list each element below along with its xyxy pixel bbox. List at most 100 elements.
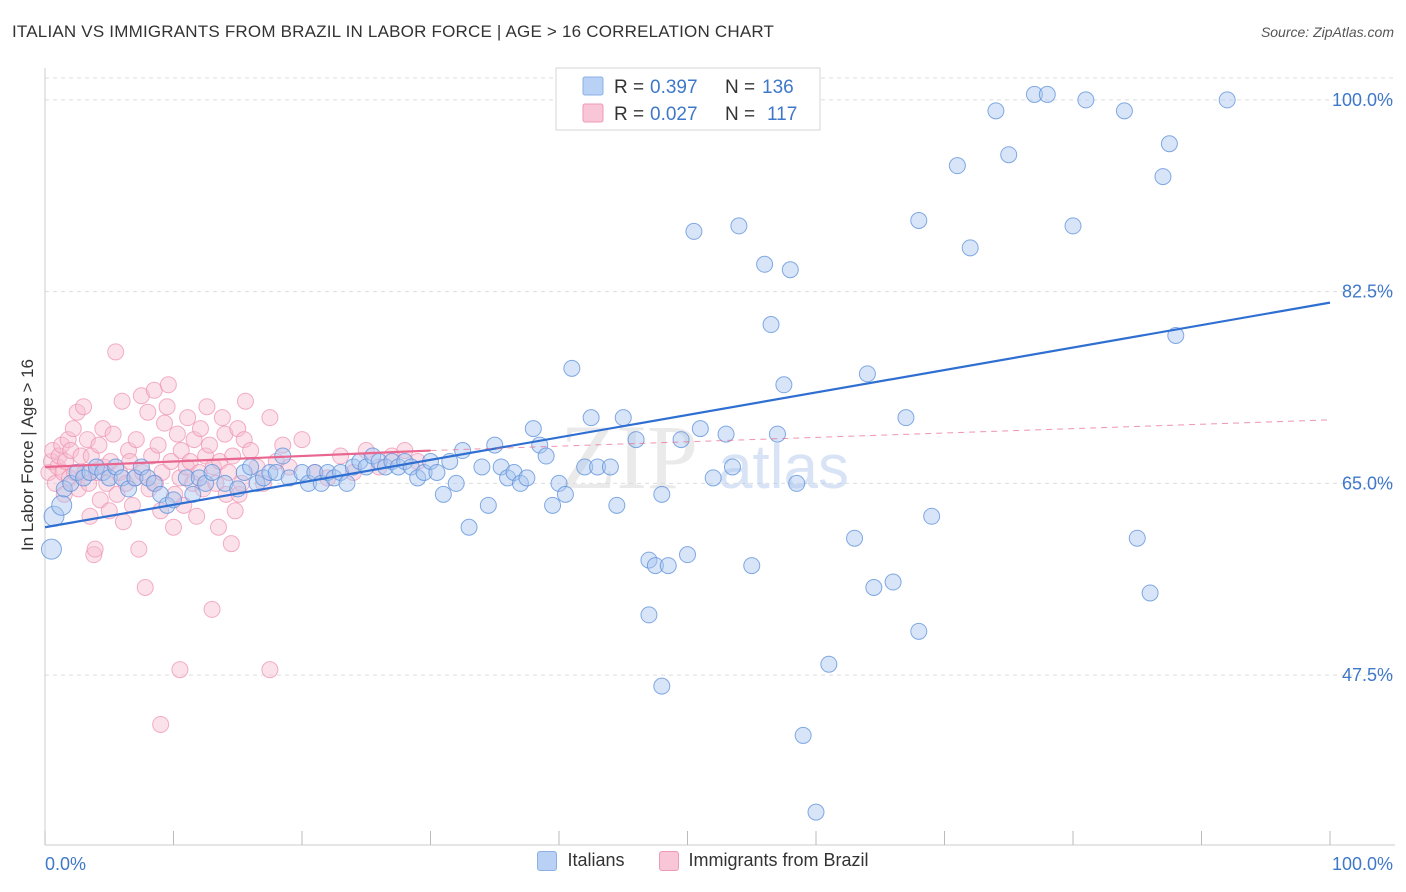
brazil-point — [242, 442, 260, 460]
stats-swatch-blue — [582, 76, 604, 96]
stats-swatch-pink — [582, 103, 604, 123]
italians-point — [608, 496, 626, 514]
brazil-trend-line — [44, 449, 431, 469]
brazil-point — [191, 420, 209, 438]
italians-point — [1167, 326, 1185, 344]
italians-point — [434, 485, 452, 503]
brazil-point — [64, 420, 82, 438]
italians-point — [550, 474, 568, 492]
italians-trend-line — [44, 301, 1331, 529]
italians-point — [884, 573, 902, 591]
italians-point — [576, 458, 594, 476]
r-label-1: R = — [614, 77, 644, 98]
brazil-point — [143, 447, 161, 465]
brazil-point — [222, 535, 240, 553]
italians-point — [40, 538, 62, 560]
brazil-point — [91, 491, 109, 509]
italians-point — [177, 469, 195, 487]
italians-point — [51, 494, 73, 516]
y-tick-label-2: 82.5% — [1342, 282, 1393, 302]
y-tick-label-0: 47.5% — [1342, 665, 1393, 685]
italians-point — [961, 239, 979, 257]
brazil-point — [171, 469, 189, 487]
brazil-point — [200, 436, 218, 454]
r-value-1: 0.397 — [650, 77, 698, 98]
brazil-point — [156, 414, 174, 432]
italians-point — [492, 458, 510, 476]
italians-point — [126, 469, 144, 487]
italians-point — [518, 469, 536, 487]
n-label-2: N = — [725, 104, 755, 125]
brazil-point — [113, 392, 131, 410]
italians-point — [152, 485, 170, 503]
italians-point — [807, 803, 825, 821]
italians-point — [428, 463, 446, 481]
italians-point — [659, 557, 677, 575]
italians-point — [704, 469, 722, 487]
legend-item-italians[interactable]: Italians — [537, 850, 625, 871]
legend-label-italians: Italians — [567, 850, 625, 870]
brazil-point — [235, 431, 253, 449]
italians-point — [242, 458, 260, 476]
italians-point — [280, 469, 298, 487]
italians-point — [62, 474, 80, 492]
brazil-point — [261, 661, 279, 679]
brazil-point — [185, 431, 203, 449]
brazil-point — [213, 409, 231, 427]
x-tick-label-0: 0.0% — [45, 854, 86, 874]
brazil-point — [104, 425, 122, 443]
italians-point — [1115, 102, 1133, 120]
italians-point — [640, 606, 658, 624]
brazil-point — [226, 502, 244, 520]
italians-point — [756, 255, 774, 273]
italians-point — [775, 376, 793, 394]
brazil-point — [152, 715, 170, 733]
brazil-point — [216, 425, 234, 443]
italians-point — [1218, 91, 1236, 109]
brazil-point — [165, 518, 182, 536]
y-tick-label-3: 100.0% — [1332, 90, 1393, 110]
series-brazil-points — [40, 343, 427, 733]
brazil-point — [59, 431, 77, 449]
italians-point — [627, 431, 645, 449]
brazil-point — [224, 447, 242, 465]
italians-point — [1000, 146, 1018, 164]
italians-point — [768, 425, 786, 443]
italians-point — [788, 474, 806, 492]
brazil-point — [136, 579, 154, 597]
italians-point — [145, 474, 163, 492]
brazil-point — [81, 507, 99, 525]
source-label: Source: ZipAtlas.com — [1260, 24, 1394, 40]
legend-label-brazil: Immigrants from Brazil — [688, 850, 869, 870]
italians-point — [447, 474, 465, 492]
brazil-point — [127, 431, 145, 449]
italians-point — [563, 359, 581, 377]
italians-point — [948, 157, 966, 175]
italians-point — [717, 425, 735, 443]
brazil-point — [94, 420, 112, 438]
brazil-point — [332, 447, 350, 465]
italians-point — [505, 463, 523, 481]
italians-point — [762, 316, 780, 334]
brazil-point — [40, 463, 58, 481]
bottom-legend: Italians Immigrants from Brazil — [0, 850, 1406, 871]
italians-point — [897, 409, 915, 427]
italians-point — [415, 463, 433, 481]
italians-point — [672, 431, 690, 449]
trend-lines — [44, 301, 1331, 529]
brazil-point — [139, 403, 157, 421]
italians-point — [589, 458, 607, 476]
x-tick-label-1: 100.0% — [1332, 854, 1393, 874]
n-value-2: 117 — [767, 104, 797, 125]
brazil-point — [158, 398, 176, 416]
italians-point — [679, 546, 696, 564]
italians-point — [1025, 85, 1043, 103]
n-label-1: N = — [725, 77, 755, 98]
italians-point — [293, 463, 311, 481]
brazil-point — [149, 436, 167, 454]
italians-point — [653, 485, 671, 503]
brazil-point — [132, 387, 150, 405]
brazil-point — [229, 420, 247, 438]
legend-item-brazil[interactable]: Immigrants from Brazil — [658, 850, 869, 871]
italians-point — [203, 463, 221, 481]
